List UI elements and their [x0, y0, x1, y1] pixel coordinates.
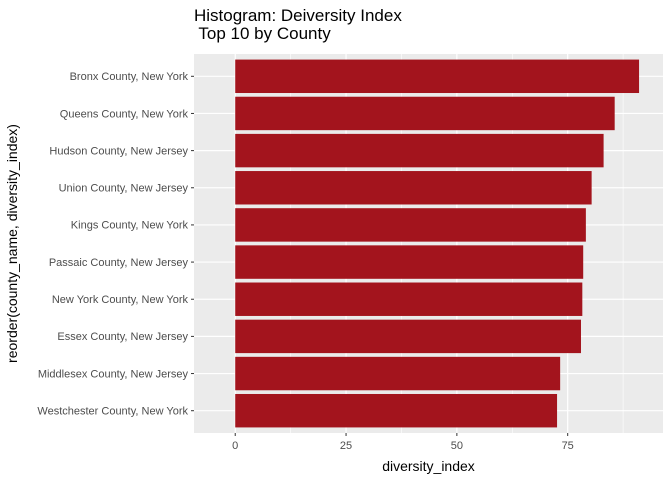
- y-tick-label: Essex County, New Jersey: [57, 331, 188, 343]
- bar: [235, 393, 558, 428]
- y-tick-label: Kings County, New York: [71, 220, 189, 232]
- y-tick-label: New York County, New York: [52, 294, 189, 306]
- y-tick-label: Middlesex County, New Jersey: [38, 368, 189, 380]
- bar: [235, 282, 583, 316]
- y-axis-title: reorder(county_name, diversity_index): [4, 124, 20, 363]
- y-tick-label: Union County, New Jersey: [59, 183, 189, 195]
- x-tick-label: 0: [232, 440, 238, 452]
- y-tick-label: Westchester County, New York: [37, 406, 188, 418]
- y-tick-label: Hudson County, New Jersey: [49, 145, 188, 157]
- bar: [235, 208, 586, 242]
- x-tick-label: 50: [451, 440, 463, 452]
- x-axis: 0 25 50 75: [232, 433, 574, 452]
- x-axis-title: diversity_index: [382, 458, 475, 474]
- bar: [235, 96, 615, 131]
- bars: [235, 59, 640, 428]
- bar: [235, 171, 592, 205]
- x-tick-label: 75: [562, 440, 574, 452]
- y-tick-label: Bronx County, New York: [70, 71, 189, 83]
- bar: [235, 319, 581, 354]
- y-axis: Bronx County, New York Queens County, New…: [37, 71, 194, 418]
- y-tick-label: Passaic County, New Jersey: [49, 257, 189, 269]
- chart-title-line-1: Histogram: Deiversity Index: [194, 6, 402, 25]
- y-tick-label: Queens County, New York: [60, 108, 189, 120]
- x-tick-label: 25: [340, 440, 352, 452]
- bar: [235, 133, 604, 168]
- bar: [235, 356, 561, 391]
- chart-title-line-2: Top 10 by County: [194, 24, 331, 43]
- bar: [235, 59, 640, 94]
- bar: [235, 245, 584, 279]
